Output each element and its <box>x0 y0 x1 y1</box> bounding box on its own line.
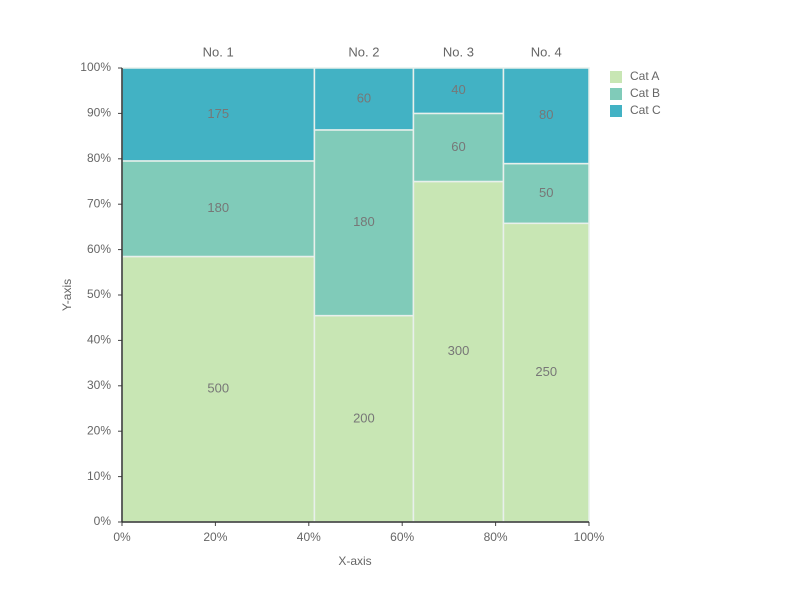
segment <box>502 162 590 225</box>
segment-label: 250 <box>535 364 557 379</box>
segment <box>121 255 316 523</box>
segment <box>412 112 505 183</box>
segment-label: 180 <box>207 200 229 215</box>
segment-label: 300 <box>448 343 470 358</box>
y-tick-label: 80% <box>87 151 111 165</box>
x-tick-label: 60% <box>390 530 414 544</box>
segment-label: 500 <box>207 381 229 396</box>
segment <box>502 222 590 523</box>
y-tick-label: 20% <box>87 423 111 437</box>
y-tick-label: 0% <box>94 514 112 528</box>
segment-label: 60 <box>357 90 371 105</box>
column-label: No. 4 <box>531 44 562 59</box>
segment-label: 80 <box>539 107 553 122</box>
y-tick-label: 60% <box>87 242 111 256</box>
x-tick-label: 20% <box>203 530 227 544</box>
column-label: No. 2 <box>348 44 379 59</box>
y-tick-label: 10% <box>87 469 111 483</box>
legend-swatch <box>610 71 622 83</box>
segment <box>412 67 505 115</box>
x-tick-label: 80% <box>484 530 508 544</box>
column-label: No. 3 <box>443 44 474 59</box>
x-tick-label: 100% <box>574 530 605 544</box>
y-axis-title: Y-axis <box>60 279 74 311</box>
y-tick-label: 90% <box>87 106 111 120</box>
segment <box>121 160 316 258</box>
y-tick-label: 100% <box>80 60 111 74</box>
segment-label: 200 <box>353 410 375 425</box>
segment <box>313 129 415 317</box>
y-tick-label: 40% <box>87 333 111 347</box>
x-tick-label: 0% <box>113 530 131 544</box>
y-tick-label: 30% <box>87 378 111 392</box>
segment-label: 40 <box>451 82 465 97</box>
segment <box>502 67 590 165</box>
legend-swatch <box>610 105 622 117</box>
legend-label: Cat B <box>630 86 660 100</box>
segment <box>121 67 316 162</box>
segment <box>313 314 415 523</box>
column-label: No. 1 <box>203 44 234 59</box>
y-tick-label: 70% <box>87 196 111 210</box>
segment-label: 60 <box>451 139 465 154</box>
segment-label: 180 <box>353 214 375 229</box>
legend-swatch <box>610 88 622 100</box>
segment-label: 50 <box>539 185 553 200</box>
segment <box>313 67 415 131</box>
legend-label: Cat C <box>630 103 661 117</box>
x-tick-label: 40% <box>297 530 321 544</box>
segment-label: 175 <box>207 106 229 121</box>
y-tick-label: 50% <box>87 287 111 301</box>
x-axis-title: X-axis <box>338 554 371 568</box>
legend-label: Cat A <box>630 69 659 83</box>
